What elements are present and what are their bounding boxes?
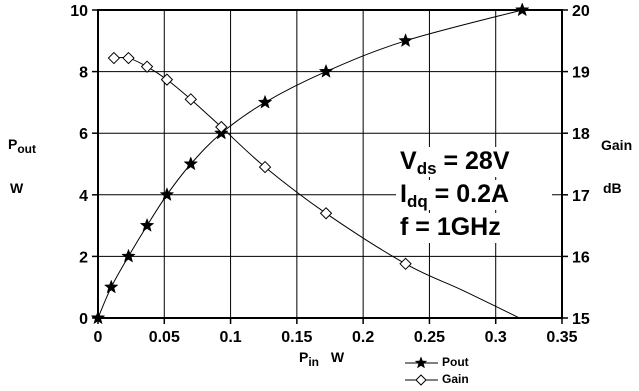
annotation-idq-value: = 0.2A [427, 180, 510, 208]
y-right-tick-label: 15 [572, 311, 590, 328]
x-tick-label: 0.35 [546, 329, 577, 346]
legend [405, 356, 438, 386]
annotation-freq-text: f = 1GHz [400, 213, 501, 241]
legend-marker-pout [414, 356, 428, 369]
annotation-vds-main: V [400, 147, 417, 175]
gain-point [258, 160, 272, 174]
x-tick-label: 0.2 [352, 329, 374, 346]
annotation-idq-main: I [400, 180, 407, 208]
annotation-freq: f = 1GHz [400, 215, 501, 240]
pout-point [159, 187, 175, 202]
gain-point [319, 207, 333, 220]
pout-point [90, 310, 106, 325]
pout-point [183, 156, 199, 171]
y-left-tick-label: 4 [79, 188, 88, 205]
gain-point [184, 93, 198, 106]
left-axis-label: Pout [8, 136, 36, 156]
annotation-background [396, 213, 528, 243]
series-markers [90, 2, 530, 325]
legend-label-gain: Gain [442, 372, 469, 386]
y-left-tick-label: 10 [70, 3, 88, 20]
gain-point [215, 120, 228, 134]
y-left-tick-label: 8 [79, 65, 88, 82]
pout-point [139, 217, 155, 232]
gain-point [140, 60, 154, 73]
y-left-tick-label: 2 [79, 249, 88, 266]
annotation-idq: Idq = 0.2A [400, 182, 509, 214]
gain-point [122, 51, 135, 65]
y-right-tick-label: 17 [572, 188, 590, 205]
x-tick-label: 0.15 [281, 329, 312, 346]
pout-point [318, 63, 334, 78]
annotation-idq-sub: dq [406, 192, 428, 211]
annotation-background [396, 180, 552, 210]
y-right-tick-label: 20 [572, 3, 590, 20]
gain-point [160, 73, 174, 86]
left-axis-label-sub: out [17, 142, 36, 156]
pout-point [514, 2, 530, 17]
y-left-tick-label: 6 [79, 126, 88, 143]
y-right-tick-label: 16 [572, 249, 590, 266]
pout-point [121, 248, 136, 263]
x-axis-label-main: P [299, 349, 309, 365]
pout-point [257, 94, 273, 109]
right-axis-unit: dB [603, 180, 622, 196]
x-tick-label: 0 [94, 329, 103, 346]
annotation-vds-sub: ds [416, 159, 437, 178]
left-axis-label-main: P [8, 136, 18, 152]
y-right-tick-label: 18 [572, 126, 590, 143]
legend-label-pout: Pout [442, 355, 469, 369]
gain-point [399, 257, 412, 270]
grid-lines [98, 10, 562, 318]
pout-point [398, 33, 413, 48]
legend-marker-gain [415, 374, 427, 386]
annotation-background [396, 147, 548, 177]
right-axis-label: Gain [601, 137, 633, 153]
x-tick-label: 0.1 [219, 329, 241, 346]
x-axis-label-sub: in [308, 355, 320, 369]
x-axis-label-unit: W [330, 349, 345, 365]
x-axis-label: Pin W [299, 349, 344, 369]
pout-point [103, 279, 119, 294]
left-axis-unit: W [10, 180, 24, 196]
y-right-tick-label: 19 [572, 65, 590, 82]
x-tick-label: 0.05 [149, 329, 180, 346]
x-tick-label: 0.3 [485, 329, 507, 346]
gain-point [107, 51, 121, 65]
plot-frame [97, 9, 563, 319]
annotation-vds-value: = 28V [436, 147, 510, 175]
y-left-tick-label: 0 [79, 311, 88, 328]
x-tick-label: 0.25 [414, 329, 445, 346]
annotation-vds: Vds = 28V [400, 149, 510, 181]
